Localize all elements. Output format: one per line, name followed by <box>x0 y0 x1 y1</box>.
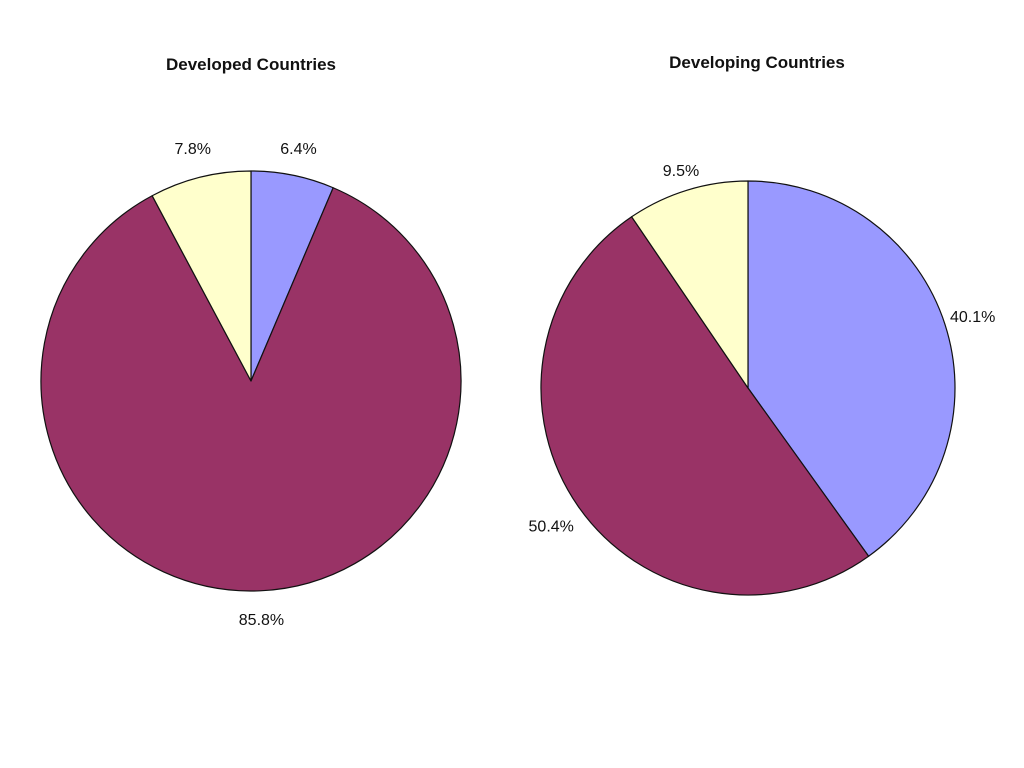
pie-slice-developing-0 <box>747 180 956 557</box>
pie-slices-developing <box>540 180 956 596</box>
pie-slice-developing-2 <box>631 180 749 389</box>
pie-slices-developed <box>40 170 462 592</box>
pie-labels-developing: 40.1% 50.4% 9.5% <box>529 163 996 535</box>
pie-chart-developed: Developed Countries 6.4% 85.8% 7.8% <box>40 55 462 629</box>
pie-chart-developing: Developing Countries 40.1% 50.4% 9.5% <box>529 53 996 596</box>
chart-title-developed: Developed Countries <box>166 55 336 74</box>
pie-slice-developing-1 <box>540 216 870 596</box>
slice-label-developed-0: 6.4% <box>280 141 316 158</box>
slice-label-developed-2: 7.8% <box>175 141 211 158</box>
slice-label-developing-0: 40.1% <box>950 309 995 326</box>
slice-label-developing-1: 50.4% <box>529 518 574 535</box>
pie-slice-developed-2 <box>151 170 252 382</box>
slice-label-developing-2: 9.5% <box>663 163 699 180</box>
pie-slice-developed-1 <box>40 187 462 592</box>
slice-label-developed-1: 85.8% <box>239 612 284 629</box>
pie-labels-developed: 6.4% 85.8% 7.8% <box>175 141 317 629</box>
chart-title-developing: Developing Countries <box>669 53 845 72</box>
